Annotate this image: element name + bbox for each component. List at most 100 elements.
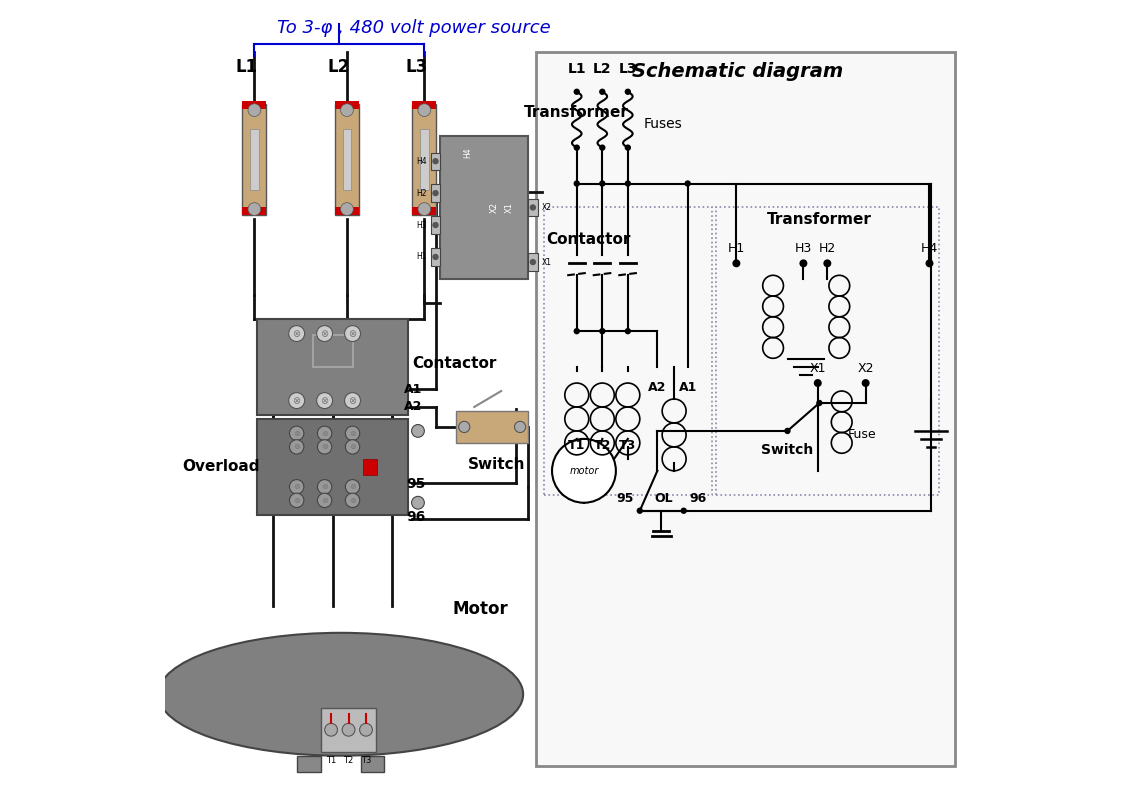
Text: Schematic diagram: Schematic diagram <box>632 62 843 81</box>
Bar <box>363 459 377 475</box>
Text: T3: T3 <box>361 756 371 764</box>
Circle shape <box>290 493 303 508</box>
Circle shape <box>552 439 616 503</box>
Circle shape <box>317 326 333 342</box>
Circle shape <box>317 493 332 508</box>
Circle shape <box>432 190 439 196</box>
Circle shape <box>412 496 424 509</box>
Text: L2: L2 <box>328 57 350 76</box>
Text: Overload: Overload <box>182 460 259 474</box>
Circle shape <box>625 180 631 187</box>
Circle shape <box>290 440 303 454</box>
Bar <box>544 207 712 495</box>
Text: A2: A2 <box>405 401 423 413</box>
Text: L1: L1 <box>567 61 587 76</box>
Text: ⊗: ⊗ <box>349 396 356 405</box>
Text: 96: 96 <box>689 492 706 505</box>
Text: H4: H4 <box>464 148 473 158</box>
Bar <box>138 688 158 701</box>
Text: H2: H2 <box>416 188 426 198</box>
Circle shape <box>530 204 536 211</box>
Bar <box>431 184 440 202</box>
Circle shape <box>317 440 332 454</box>
Text: ⊗: ⊗ <box>349 496 356 505</box>
Circle shape <box>625 144 631 151</box>
Circle shape <box>432 158 439 164</box>
Text: Switch: Switch <box>761 443 813 457</box>
Circle shape <box>573 144 580 151</box>
Circle shape <box>418 203 431 215</box>
Circle shape <box>514 421 526 433</box>
Bar <box>440 136 528 279</box>
Text: A1: A1 <box>679 381 697 393</box>
Text: ⊗: ⊗ <box>320 396 328 405</box>
Text: ⊗: ⊗ <box>349 482 356 492</box>
Text: X2: X2 <box>490 202 499 213</box>
Bar <box>243 207 266 215</box>
Circle shape <box>289 393 305 409</box>
Circle shape <box>360 723 372 736</box>
Circle shape <box>325 723 337 736</box>
Circle shape <box>345 480 360 494</box>
Circle shape <box>290 426 303 440</box>
Text: H4: H4 <box>920 243 938 255</box>
Ellipse shape <box>158 633 523 756</box>
Circle shape <box>732 259 740 267</box>
Text: Contactor: Contactor <box>413 356 496 370</box>
Text: ⊗: ⊗ <box>321 482 328 492</box>
Circle shape <box>341 104 353 117</box>
Text: OL: OL <box>654 492 673 505</box>
Bar <box>335 101 359 109</box>
Text: X1: X1 <box>505 202 514 213</box>
Circle shape <box>625 328 631 334</box>
Bar <box>243 104 266 215</box>
Text: H3: H3 <box>416 220 426 230</box>
Circle shape <box>784 428 791 434</box>
Circle shape <box>862 379 870 387</box>
Text: H3: H3 <box>795 243 812 255</box>
Text: X1: X1 <box>810 362 826 375</box>
Text: A2: A2 <box>649 381 667 393</box>
Text: T2: T2 <box>593 439 611 452</box>
Text: T1: T1 <box>569 439 585 452</box>
Text: ⊗: ⊗ <box>349 429 356 438</box>
Text: ⊗: ⊗ <box>293 442 300 452</box>
Circle shape <box>813 379 822 387</box>
Circle shape <box>530 259 536 265</box>
Text: 95: 95 <box>616 492 633 505</box>
Text: ⊗: ⊗ <box>321 429 328 438</box>
Circle shape <box>636 508 643 514</box>
Bar <box>431 152 440 170</box>
Text: T1: T1 <box>326 756 336 764</box>
Bar <box>528 199 538 216</box>
Text: X1: X1 <box>541 258 552 267</box>
Circle shape <box>317 393 333 409</box>
Text: Transformer: Transformer <box>525 105 629 120</box>
Circle shape <box>573 180 580 187</box>
Text: H1: H1 <box>728 243 744 255</box>
Bar <box>413 207 437 215</box>
Text: ⊗: ⊗ <box>321 442 328 452</box>
Bar <box>413 104 437 215</box>
Circle shape <box>317 426 332 440</box>
Text: ⊗: ⊗ <box>349 442 356 452</box>
Bar <box>335 207 359 215</box>
Bar <box>431 248 440 266</box>
Circle shape <box>345 493 360 508</box>
Bar <box>250 128 258 191</box>
Bar <box>361 756 385 772</box>
Circle shape <box>599 180 606 187</box>
Bar <box>420 128 429 191</box>
Bar <box>431 216 440 234</box>
Bar <box>257 319 408 415</box>
Bar <box>243 101 266 109</box>
Text: A1: A1 <box>405 383 423 396</box>
Circle shape <box>412 425 424 437</box>
Circle shape <box>341 203 353 215</box>
Text: motor: motor <box>570 466 599 476</box>
Text: H4: H4 <box>416 156 426 166</box>
Circle shape <box>432 222 439 228</box>
Bar <box>413 101 437 109</box>
Text: L2: L2 <box>593 61 611 76</box>
Circle shape <box>345 440 360 454</box>
